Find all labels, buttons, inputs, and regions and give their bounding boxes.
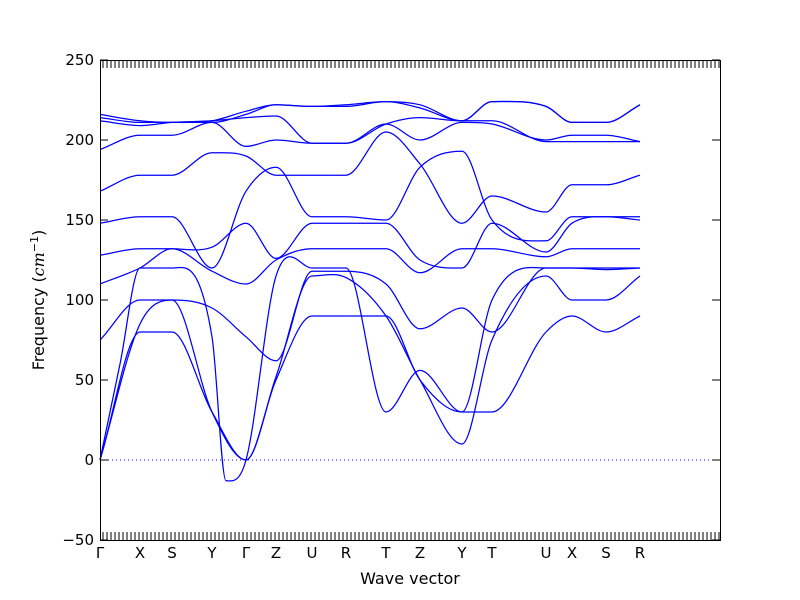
band-8 (99, 131, 641, 224)
x-tick-label: Z (271, 544, 281, 562)
band-1 (99, 315, 641, 461)
band-2 (99, 273, 641, 461)
x-tick-label: U (307, 544, 318, 562)
x-tick-label: T (380, 544, 391, 562)
x-tick-label: Y (206, 544, 217, 562)
y-tick-label: 250 (65, 51, 94, 69)
x-tick-label: U (541, 544, 552, 562)
y-axis-label: Frequency (cm−1) (28, 230, 48, 371)
band-7 (99, 150, 640, 269)
x-tick-label: Γ (242, 544, 251, 562)
x-tick-label: Y (456, 544, 467, 562)
band-3 (99, 256, 641, 482)
y-tick-label: 100 (65, 291, 94, 309)
band-9 (99, 121, 641, 151)
x-tick-label: Z (415, 544, 425, 562)
y-tick-label: 150 (65, 211, 94, 229)
x-tick-label: Γ (96, 544, 105, 562)
x-tick-label: S (601, 544, 611, 562)
y-tick-label: 200 (65, 131, 94, 149)
x-tick-label: T (486, 544, 497, 562)
band-10 (99, 115, 640, 144)
y-tick-label: 0 (84, 451, 94, 469)
band-12 (99, 100, 641, 124)
ticks-layer (100, 59, 720, 541)
y-tick-label: −50 (62, 531, 94, 549)
band-4 (99, 267, 640, 362)
bands-layer (99, 100, 641, 482)
x-tick-label: X (135, 544, 145, 562)
x-tick-label: X (567, 544, 577, 562)
x-tick-label: S (167, 544, 177, 562)
band-6 (99, 216, 641, 269)
y-axis-label-unit: cm (29, 252, 48, 276)
x-tick-label: R (341, 544, 351, 562)
y-axis-label-exponent: −1 (28, 236, 41, 252)
y-tick-label: 50 (75, 371, 94, 389)
y-axis-label-close: ) (29, 230, 48, 236)
x-axis-label: Wave vector (360, 569, 460, 588)
y-axis-label-text: Frequency ( (29, 276, 48, 370)
x-tick-label: R (635, 544, 645, 562)
band-5 (99, 248, 640, 285)
